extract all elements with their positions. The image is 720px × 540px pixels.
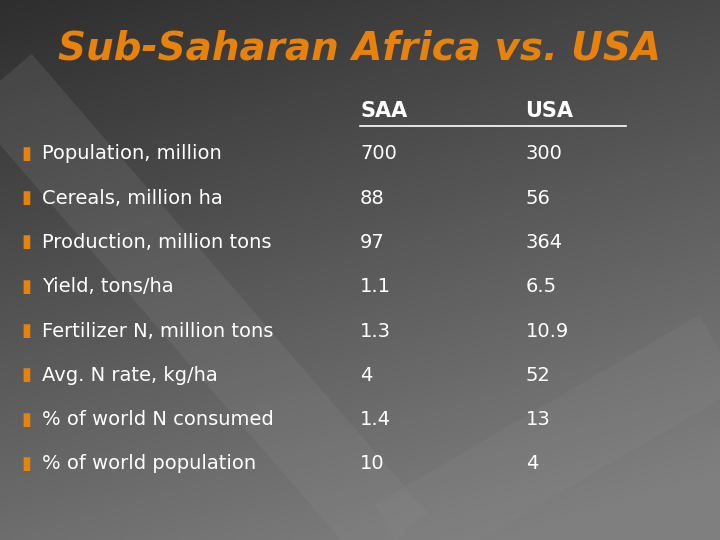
Text: 1.4: 1.4	[360, 410, 391, 429]
Text: 6.5: 6.5	[526, 277, 557, 296]
Text: Population, million: Population, million	[42, 144, 222, 164]
Text: 10.9: 10.9	[526, 321, 569, 341]
Text: Sub-Saharan Africa vs. USA: Sub-Saharan Africa vs. USA	[58, 30, 662, 68]
Text: Production, million tons: Production, million tons	[42, 233, 271, 252]
Text: ▮: ▮	[22, 189, 32, 207]
Text: ▮: ▮	[22, 278, 32, 296]
Text: 13: 13	[526, 410, 550, 429]
Text: 4: 4	[360, 366, 372, 385]
Text: SAA: SAA	[360, 100, 408, 121]
Text: ▮: ▮	[22, 322, 32, 340]
Text: Fertilizer N, million tons: Fertilizer N, million tons	[42, 321, 273, 341]
Text: 300: 300	[526, 144, 562, 164]
Text: ▮: ▮	[22, 410, 32, 429]
Text: ▮: ▮	[22, 233, 32, 252]
Text: 4: 4	[526, 454, 538, 474]
Text: Avg. N rate, kg/ha: Avg. N rate, kg/ha	[42, 366, 217, 385]
Text: Yield, tons/ha: Yield, tons/ha	[42, 277, 174, 296]
Text: ▮: ▮	[22, 455, 32, 473]
Text: 56: 56	[526, 188, 551, 208]
Text: % of world N consumed: % of world N consumed	[42, 410, 274, 429]
Text: 700: 700	[360, 144, 397, 164]
Text: % of world population: % of world population	[42, 454, 256, 474]
Text: 97: 97	[360, 233, 384, 252]
Text: 1.3: 1.3	[360, 321, 391, 341]
Text: 364: 364	[526, 233, 563, 252]
Text: 88: 88	[360, 188, 384, 208]
Text: Cereals, million ha: Cereals, million ha	[42, 188, 222, 208]
Text: USA: USA	[526, 100, 574, 121]
Text: ▮: ▮	[22, 145, 32, 163]
Text: 52: 52	[526, 366, 551, 385]
Text: ▮: ▮	[22, 366, 32, 384]
Text: 1.1: 1.1	[360, 277, 391, 296]
Text: 10: 10	[360, 454, 384, 474]
